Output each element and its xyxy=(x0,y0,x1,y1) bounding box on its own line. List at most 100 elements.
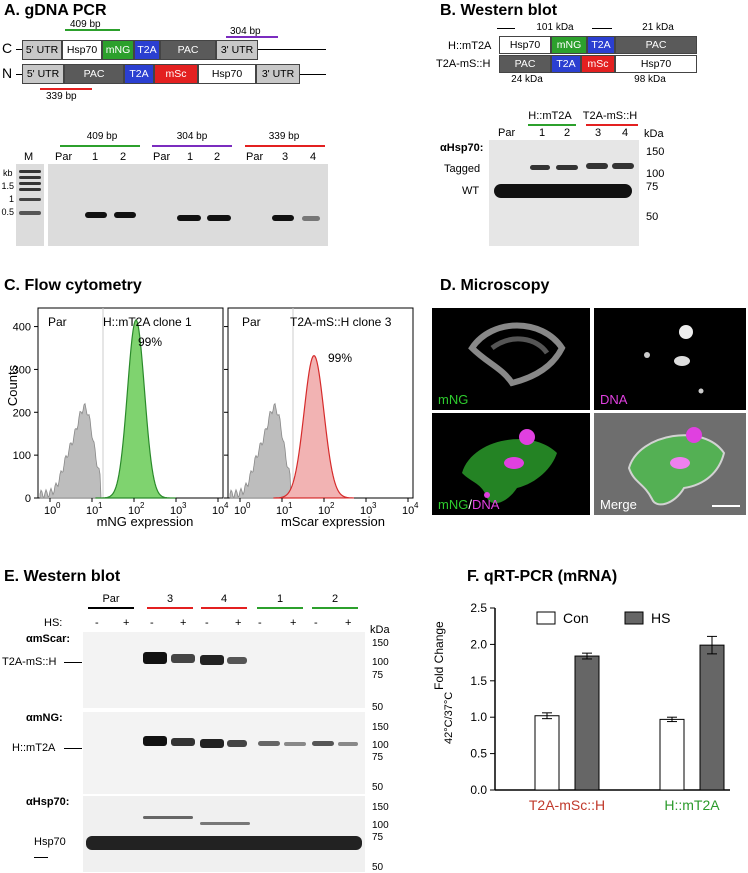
blot-b-lane-3: 3 xyxy=(595,127,602,139)
gel-band-304-2 xyxy=(207,215,231,221)
micro-overlay-label: mNG/DNA xyxy=(438,497,500,512)
blot-e-ab2: αmNG: xyxy=(26,712,63,724)
blot-b-tagged: Tagged xyxy=(444,163,481,175)
blot-b-group-h: H::mT2A xyxy=(528,110,572,122)
bar-ytick-label: 2.0 xyxy=(470,637,487,651)
blot-e2-band xyxy=(200,739,224,748)
panel-f-title: F. qRT-PCR (mRNA) xyxy=(467,568,618,585)
e3-m50: 50 xyxy=(372,862,384,873)
gel-lane-2b: 2 xyxy=(214,151,221,163)
blot-e1-band xyxy=(171,654,195,663)
flow-clone-histogram xyxy=(273,354,355,499)
kda-24-label: 24 kDa xyxy=(511,74,543,85)
gel-lane-2a: 2 xyxy=(120,151,127,163)
e1-m150: 150 xyxy=(372,638,389,649)
h-mng: mNG xyxy=(551,36,587,54)
hs-sign: - xyxy=(95,617,99,629)
amp-304-label: 304 bp xyxy=(230,26,261,37)
flow-ytick-label: 300 xyxy=(13,364,31,376)
c-5utr: 5' UTR xyxy=(22,40,62,60)
blot-b-marker-50: 50 xyxy=(646,211,659,223)
flow-xtick-exp: 2 xyxy=(330,501,335,510)
blot-e-hsp70-image xyxy=(83,796,365,872)
flow2-par: Par xyxy=(242,315,261,329)
flow-clone-histogram xyxy=(95,319,177,499)
blot-b-lane-1: 1 xyxy=(539,127,546,139)
gel-group-409-bar xyxy=(60,145,140,147)
flow-xtick-exp: 3 xyxy=(372,501,377,510)
t-msc: mSc xyxy=(581,55,615,73)
flow-xtick-exp: 0 xyxy=(246,501,251,510)
flow-xtick-label: 10 xyxy=(212,505,224,517)
gel-image xyxy=(48,164,328,246)
row-t-label: T2A-mS::H xyxy=(436,58,491,70)
gel-lane-1b: 1 xyxy=(187,151,194,163)
row-n-label: N xyxy=(2,65,13,81)
gel-lane-4: 4 xyxy=(310,151,317,163)
n-msc: mSc xyxy=(154,64,198,84)
gel-lane-par3: Par xyxy=(246,151,264,163)
blot-e-lab2: H::mT2A xyxy=(12,742,56,754)
e2-m100: 100 xyxy=(372,740,389,751)
h-t2a: T2A xyxy=(587,36,615,54)
micro-mng-panel: mNG xyxy=(432,308,590,410)
ladder-band xyxy=(19,198,41,201)
c-t2a: T2A xyxy=(134,40,160,60)
blot-b-tag-band-4 xyxy=(612,163,634,169)
gel-group-339: 339 bp xyxy=(268,131,300,142)
blot-b-kda: kDa xyxy=(644,128,664,140)
flow-xtick-exp: 1 xyxy=(98,501,103,510)
flow-ytick-label: 400 xyxy=(13,322,31,334)
flow-ytick-label: 100 xyxy=(13,450,31,462)
blot-e-group-3: 3 xyxy=(166,593,174,605)
flow-xtick-exp: 1 xyxy=(288,501,293,510)
n-hsp70: Hsp70 xyxy=(198,64,256,84)
n-pac: PAC xyxy=(64,64,124,84)
blot-b-marker-150: 150 xyxy=(646,146,665,158)
hs-sign: + xyxy=(123,617,130,629)
blot-e3-band xyxy=(200,822,250,825)
flow2-xlabel: mScar expression xyxy=(280,514,386,529)
flow-xtick-label: 10 xyxy=(402,505,414,517)
flow-xtick-label: 10 xyxy=(318,505,330,517)
row-c-label: C xyxy=(2,40,13,56)
e1-m75: 75 xyxy=(372,670,384,681)
blot-b-lane-4: 4 xyxy=(622,127,629,139)
flow-par-histogram xyxy=(229,402,292,499)
blot-e-group-1: 1 xyxy=(276,593,284,605)
ladder-band xyxy=(19,188,41,191)
t-pac: PAC xyxy=(499,55,551,73)
row-h-label: H::mT2A xyxy=(448,40,492,52)
blot-b-lane-2: 2 xyxy=(564,127,571,139)
blot-e2-band xyxy=(143,736,167,746)
hs-sign: + xyxy=(345,617,352,629)
amp-339-bar xyxy=(40,88,92,90)
c-hsp70: Hsp70 xyxy=(62,40,102,60)
gel-marker-1.5: 1.5 xyxy=(1,181,14,191)
blot-b-wt-band xyxy=(494,184,632,198)
gel-band-304-1 xyxy=(177,215,201,221)
panel-a-title: A. gDNA PCR xyxy=(4,2,107,19)
h-hsp70: Hsp70 xyxy=(499,36,551,54)
legend-con-swatch xyxy=(536,611,556,625)
bar-ytick-label: 1.5 xyxy=(470,674,487,688)
panel-b-title: B. Western blot xyxy=(440,2,558,19)
h-pac: PAC xyxy=(615,36,697,54)
blot-e-group-par: Par xyxy=(102,593,120,605)
hs-sign: - xyxy=(258,617,262,629)
micro-merge-label: Merge xyxy=(600,497,637,512)
bar-ytick-label: 2.5 xyxy=(470,601,487,615)
blot-e2-band xyxy=(284,742,306,746)
micro-dna-panel: DNA xyxy=(594,308,746,410)
gel-m-label: M xyxy=(24,151,34,163)
kda-21-label: 21 kDa xyxy=(642,22,674,33)
blot-e-mscar-image xyxy=(83,632,365,708)
bar-con xyxy=(534,715,560,791)
panel-e-title: E. Western blot xyxy=(4,568,121,585)
ladder-band xyxy=(19,176,41,179)
blot-e3-band xyxy=(86,836,362,850)
hs-sign: + xyxy=(180,617,187,629)
blot-e2-band xyxy=(312,741,334,746)
bar-ytick-label: 0.5 xyxy=(470,747,487,761)
flow-xtick-exp: 3 xyxy=(182,501,187,510)
